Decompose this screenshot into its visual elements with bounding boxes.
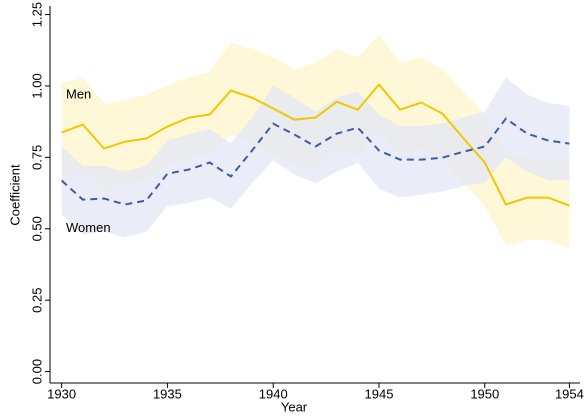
y-tick-label: 0.00: [29, 359, 44, 384]
y-axis-label: Coefficient: [7, 164, 22, 226]
x-tick-label: 1945: [365, 386, 394, 401]
series-line: [61, 82, 570, 207]
x-tick-label: 1935: [153, 386, 182, 401]
x-axis-label: Year: [281, 399, 308, 414]
y-tick-label: 0.25: [29, 288, 44, 313]
x-tick-label: 1940: [259, 386, 288, 401]
series-label: Men: [66, 87, 91, 102]
y-tick-label: 1.25: [29, 2, 44, 27]
confidence-band: [61, 77, 570, 238]
y-tick-label: 1.00: [29, 73, 44, 98]
y-tick-label: 0.75: [29, 145, 44, 170]
x-tick-label: 1930: [47, 386, 76, 401]
x-tick-label: 1950: [470, 386, 499, 401]
series-line: [60, 117, 570, 206]
x-tick-label: 1954: [555, 386, 584, 401]
y-tick-label: 0.50: [29, 216, 44, 241]
series-label: Women: [66, 220, 111, 235]
